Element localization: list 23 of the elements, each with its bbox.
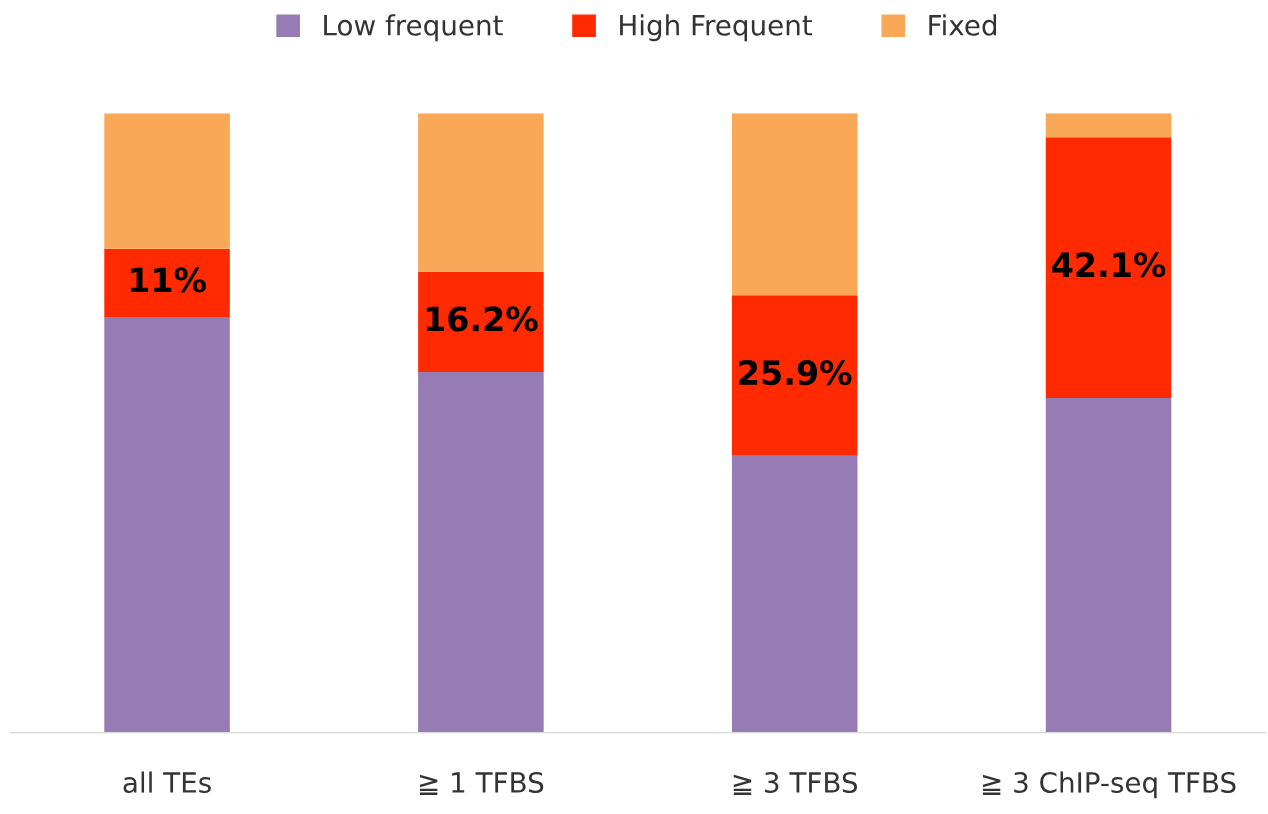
bar bbox=[1045, 113, 1172, 138]
bar bbox=[104, 248, 230, 317]
legend-label: High Frequent bbox=[620, 14, 813, 42]
data-label: 25.9% bbox=[739, 359, 852, 386]
bar bbox=[418, 113, 544, 272]
bar bbox=[104, 316, 230, 733]
x-tick-label: ≧ 1 TFBS bbox=[419, 771, 544, 795]
bar bbox=[418, 271, 544, 373]
legend-label: Low frequent bbox=[324, 14, 503, 42]
data-label: 42.1% bbox=[1052, 252, 1166, 278]
data-label: 16.2% bbox=[426, 306, 538, 332]
bar bbox=[418, 372, 544, 733]
legend-label: Fixed bbox=[929, 14, 997, 36]
bar bbox=[1045, 398, 1172, 733]
x-tick-label: ≧ 3 ChIP-seq TFBS bbox=[982, 771, 1236, 799]
x-tick-label: ≧ 3 TFBS bbox=[733, 771, 858, 795]
data-label: 11% bbox=[130, 267, 206, 293]
bar bbox=[731, 295, 858, 456]
bar bbox=[731, 113, 858, 296]
x-tick-label: all TEs bbox=[123, 771, 211, 793]
bar bbox=[1045, 137, 1172, 399]
bar bbox=[731, 455, 858, 733]
bar bbox=[104, 113, 230, 249]
